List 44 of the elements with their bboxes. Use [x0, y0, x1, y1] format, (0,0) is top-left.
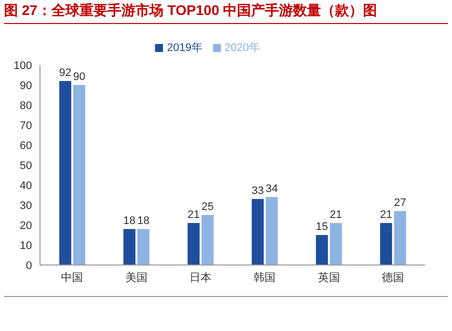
data-label: 15: [316, 221, 328, 233]
y-tick-label: 0: [26, 260, 32, 272]
y-tick-label: 40: [20, 180, 32, 192]
data-label: 92: [59, 67, 72, 79]
legend-label: 2020年: [224, 42, 260, 54]
data-label: 18: [123, 215, 136, 227]
y-tick-label: 60: [20, 140, 32, 152]
y-tick-label: 70: [20, 120, 32, 132]
data-label: 33: [252, 185, 264, 197]
bar: [380, 223, 392, 265]
bar: [394, 211, 406, 265]
bar: [123, 229, 136, 265]
x-tick-label: 韩国: [254, 270, 276, 284]
bar: [202, 215, 214, 265]
data-label: 21: [380, 209, 392, 221]
bar: [316, 235, 328, 265]
data-label: 34: [266, 183, 278, 195]
y-tick-label: 50: [20, 160, 32, 172]
bar: [188, 223, 200, 265]
data-label: 90: [73, 71, 86, 83]
data-label: 27: [394, 197, 406, 209]
x-tick-label: 英国: [318, 270, 340, 284]
y-tick-label: 90: [20, 80, 32, 92]
bar: [330, 223, 342, 265]
x-tick-label: 德国: [382, 270, 404, 284]
y-tick-label: 20: [20, 220, 32, 232]
data-label: 21: [187, 209, 200, 221]
bar: [137, 229, 150, 265]
data-label: 21: [330, 209, 342, 221]
bar: [252, 199, 264, 265]
x-tick-label: 日本: [189, 270, 212, 284]
bar: [73, 85, 86, 265]
y-tick-label: 10: [20, 240, 32, 252]
bar: [59, 81, 72, 265]
data-label: 25: [201, 201, 214, 213]
x-tick-label: 美国: [125, 270, 148, 284]
data-label: 18: [137, 215, 150, 227]
y-tick-label: 100: [14, 60, 32, 72]
y-tick-label: 80: [20, 100, 32, 112]
legend-label: 2019年: [167, 42, 202, 54]
bar: [266, 197, 278, 265]
chart-title: 图 27：全球重要手游市场 TOP100 中国产手游数量（款）图: [4, 2, 448, 24]
x-tick-label: 中国: [61, 270, 84, 284]
y-tick-label: 30: [20, 200, 32, 212]
